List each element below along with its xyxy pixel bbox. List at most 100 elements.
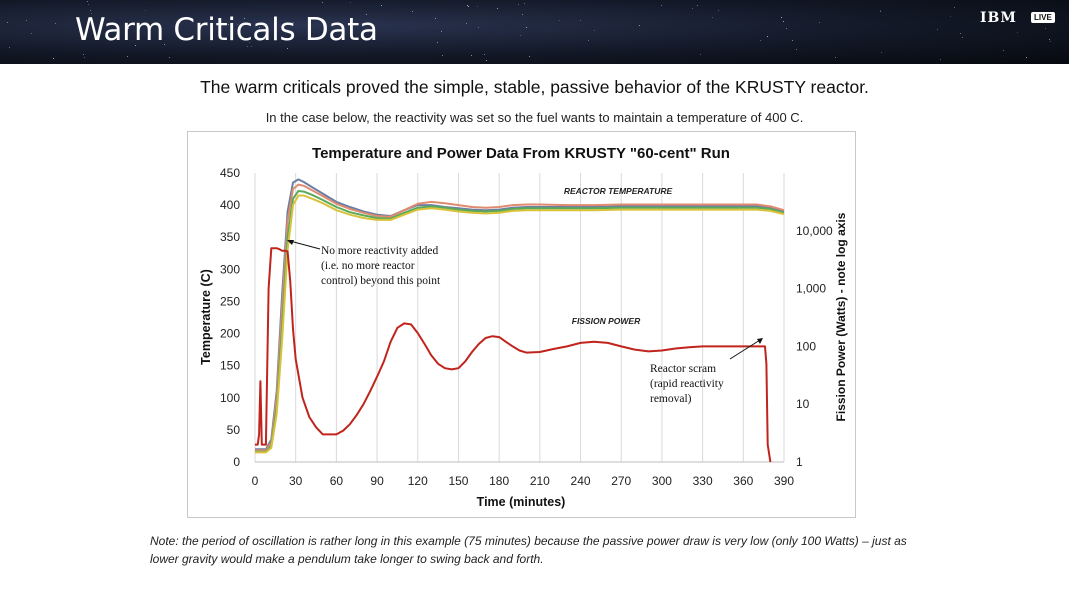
star-speck: [163, 43, 165, 45]
star-speck: [350, 1, 352, 3]
star-speck: [258, 27, 260, 29]
live-badge: LIVE: [1031, 12, 1055, 23]
y2-tick-label: 10,000: [796, 224, 833, 238]
y-tick-label: 0: [233, 455, 240, 469]
y2-tick-label: 1: [796, 455, 803, 469]
star-speck: [717, 10, 719, 12]
annotation-reactivity-line: (i.e. no more reactor: [321, 260, 415, 272]
annotation-scram-line: (rapid reactivity: [650, 378, 724, 390]
star-speck: [250, 46, 252, 48]
star-speck: [1026, 57, 1028, 59]
star-speck: [53, 58, 55, 60]
star-speck: [380, 4, 382, 6]
star-speck: [712, 17, 714, 19]
star-speck: [691, 8, 693, 10]
temperature-line: [255, 178, 785, 451]
temperature-power-chart: Temperature and Power Data From KRUSTY "…: [199, 145, 848, 509]
star-speck: [661, 5, 663, 7]
star-speck: [795, 48, 797, 50]
subheadline: In the case below, the reactivity was se…: [265, 110, 804, 125]
star-speck: [87, 4, 89, 6]
star-speck: [594, 30, 596, 32]
star-speck: [786, 28, 788, 30]
star-speck: [579, 20, 581, 22]
star-speck: [1002, 49, 1004, 51]
annotation-scram-arrowhead: [757, 338, 763, 344]
y-tick-label: 300: [220, 262, 240, 276]
star-speck: [134, 45, 136, 47]
star-speck: [115, 29, 117, 31]
star-speck: [127, 55, 129, 57]
star-speck: [559, 19, 561, 21]
star-speck: [792, 39, 794, 41]
y-tick-label: 150: [220, 359, 240, 373]
star-speck: [699, 53, 701, 55]
star-speck: [128, 27, 129, 29]
star-speck: [485, 59, 487, 61]
star-speck: [696, 4, 698, 6]
star-speck: [86, 1, 88, 3]
y-tick-label: 400: [220, 198, 240, 212]
annotation-scram-line: Reactor scram: [650, 363, 716, 375]
star-speck: [144, 10, 146, 12]
slide-title: Warm Criticals Data: [75, 12, 378, 48]
temperature-line: [255, 194, 785, 454]
star-speck: [937, 29, 939, 31]
star-speck: [244, 18, 246, 20]
star-speck: [365, 14, 367, 16]
x-tick-label: 30: [289, 474, 303, 488]
star-speck: [83, 54, 85, 56]
star-speck: [497, 7, 499, 9]
star-speck: [477, 5, 479, 7]
star-speck: [834, 56, 836, 58]
star-speck: [483, 54, 485, 56]
y-axis-title: Temperature (C): [199, 269, 213, 365]
star-speck: [521, 14, 523, 16]
star-speck: [519, 34, 521, 36]
x-tick-label: 180: [489, 474, 509, 488]
x-tick-label: 120: [408, 474, 428, 488]
chart-title: Temperature and Power Data From KRUSTY "…: [312, 145, 730, 162]
star-speck: [781, 16, 783, 18]
star-speck: [246, 45, 248, 47]
temperature-line: [255, 190, 785, 453]
star-speck: [523, 3, 525, 5]
y-tick-label: 450: [220, 166, 240, 180]
headline: The warm criticals proved the simple, st…: [200, 77, 869, 97]
star-speck: [477, 27, 479, 29]
annotation-reactivity-line: No more reactivity added: [321, 245, 438, 257]
star-speck: [880, 52, 882, 54]
annotation-reactor-temperature: REACTOR TEMPERATURE: [564, 186, 673, 196]
annotation-scram-line: removal): [650, 393, 692, 405]
star-speck: [954, 6, 956, 8]
x-tick-label: 240: [571, 474, 591, 488]
star-speck: [470, 54, 472, 56]
star-speck: [525, 27, 527, 29]
x-tick-label: 360: [733, 474, 753, 488]
star-speck: [940, 58, 942, 60]
annotation-reactivity-arrow: [289, 240, 321, 250]
y-tick-label: 200: [220, 327, 240, 341]
star-speck: [249, 41, 251, 43]
star-speck: [962, 37, 964, 39]
x-axis-title: Time (minutes): [477, 495, 566, 509]
y2-tick-label: 100: [796, 339, 816, 353]
star-speck: [1044, 27, 1046, 29]
fission-power-line: [255, 247, 772, 463]
x-tick-label: 390: [774, 474, 794, 488]
star-speck: [465, 23, 467, 25]
y-tick-label: 250: [220, 294, 240, 308]
star-speck: [767, 36, 769, 38]
y2-tick-label: 10: [796, 397, 810, 411]
x-tick-label: 90: [370, 474, 384, 488]
y2-axis-title: Fission Power (Watts) - note log axis: [834, 212, 848, 421]
star-speck: [435, 17, 437, 19]
annotation-fission-power: FISSION POWER: [572, 316, 641, 326]
x-tick-label: 150: [448, 474, 468, 488]
star-speck: [8, 46, 10, 48]
star-speck: [7, 22, 9, 24]
chart-frame: Temperature and Power Data From KRUSTY "…: [187, 131, 856, 518]
ibm-logo: IBM: [980, 10, 1017, 26]
star-speck: [322, 1, 324, 3]
title-banner: Warm Criticals Data IBM LIVE: [0, 0, 1069, 64]
